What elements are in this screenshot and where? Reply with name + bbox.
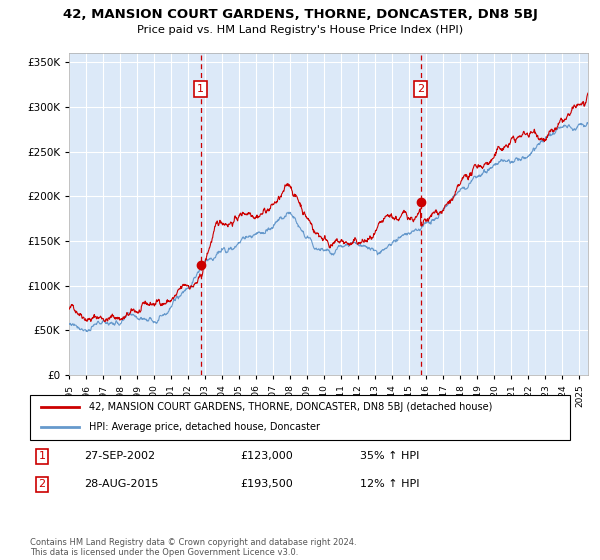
Text: 42, MANSION COURT GARDENS, THORNE, DONCASTER, DN8 5BJ: 42, MANSION COURT GARDENS, THORNE, DONCA…: [62, 8, 538, 21]
Text: £193,500: £193,500: [240, 479, 293, 489]
Text: £123,000: £123,000: [240, 451, 293, 461]
Text: 1: 1: [197, 84, 204, 94]
Text: Contains HM Land Registry data © Crown copyright and database right 2024.
This d: Contains HM Land Registry data © Crown c…: [30, 538, 356, 557]
FancyBboxPatch shape: [30, 395, 570, 440]
Text: 27-SEP-2002: 27-SEP-2002: [84, 451, 155, 461]
Text: 2: 2: [417, 84, 424, 94]
Text: Price paid vs. HM Land Registry's House Price Index (HPI): Price paid vs. HM Land Registry's House …: [137, 25, 463, 35]
Text: HPI: Average price, detached house, Doncaster: HPI: Average price, detached house, Donc…: [89, 422, 320, 432]
Text: 28-AUG-2015: 28-AUG-2015: [84, 479, 158, 489]
Text: 1: 1: [38, 451, 46, 461]
Text: 35% ↑ HPI: 35% ↑ HPI: [360, 451, 419, 461]
Text: 12% ↑ HPI: 12% ↑ HPI: [360, 479, 419, 489]
Text: 42, MANSION COURT GARDENS, THORNE, DONCASTER, DN8 5BJ (detached house): 42, MANSION COURT GARDENS, THORNE, DONCA…: [89, 402, 493, 412]
Text: 2: 2: [38, 479, 46, 489]
